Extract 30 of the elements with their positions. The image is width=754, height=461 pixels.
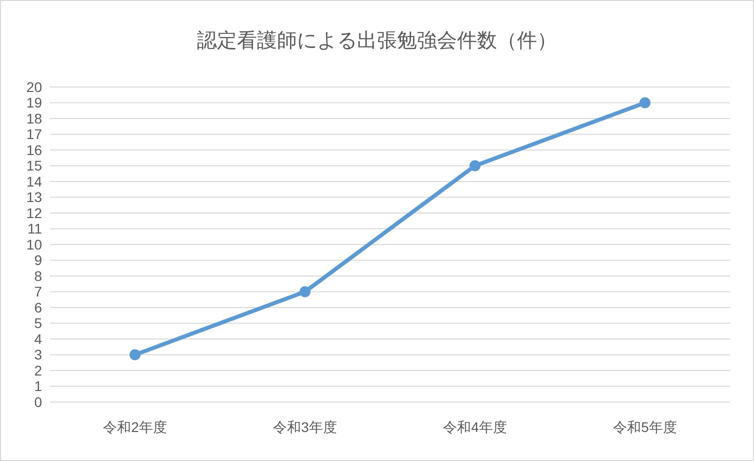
- y-tick-label: 19: [26, 94, 42, 111]
- chart-title: 認定看護師による出張勉強会件数（件）: [197, 30, 557, 52]
- y-tick-label: 1: [34, 378, 42, 394]
- point: [640, 97, 650, 108]
- y-tick-label: 3: [34, 346, 42, 363]
- y-tick-label: 13: [26, 189, 42, 206]
- y-tick-label: 18: [26, 110, 42, 126]
- y-tick-label: 20: [26, 78, 42, 95]
- y-tick-label: 10: [26, 236, 42, 252]
- x-tick-label: 令和5年度: [613, 419, 677, 435]
- y-tick-label: 12: [26, 204, 42, 221]
- y-tick-label: 0: [34, 394, 42, 410]
- point: [130, 349, 140, 360]
- y-tick-label: 4: [34, 330, 42, 347]
- y-tick-label: 15: [26, 158, 42, 174]
- y-tick-label: 17: [26, 126, 42, 142]
- point: [470, 160, 480, 172]
- y-tick-label: 7: [34, 284, 42, 300]
- y-tick-label: 14: [26, 173, 42, 190]
- y-tick-label: 5: [34, 315, 42, 332]
- y-tick-label: 2: [34, 362, 42, 378]
- y-tick-label: 16: [26, 142, 42, 158]
- x-tick-label: 令和2年度: [103, 419, 167, 435]
- y-tick-label: 6: [34, 299, 42, 316]
- y-tick-label: 8: [34, 268, 42, 284]
- point: [300, 286, 310, 298]
- x-tick-label: 令和4年度: [443, 419, 507, 435]
- y-tick-label: 11: [27, 220, 42, 237]
- x-tick-label: 令和3年度: [273, 419, 337, 435]
- y-tick-label: 9: [34, 252, 42, 268]
